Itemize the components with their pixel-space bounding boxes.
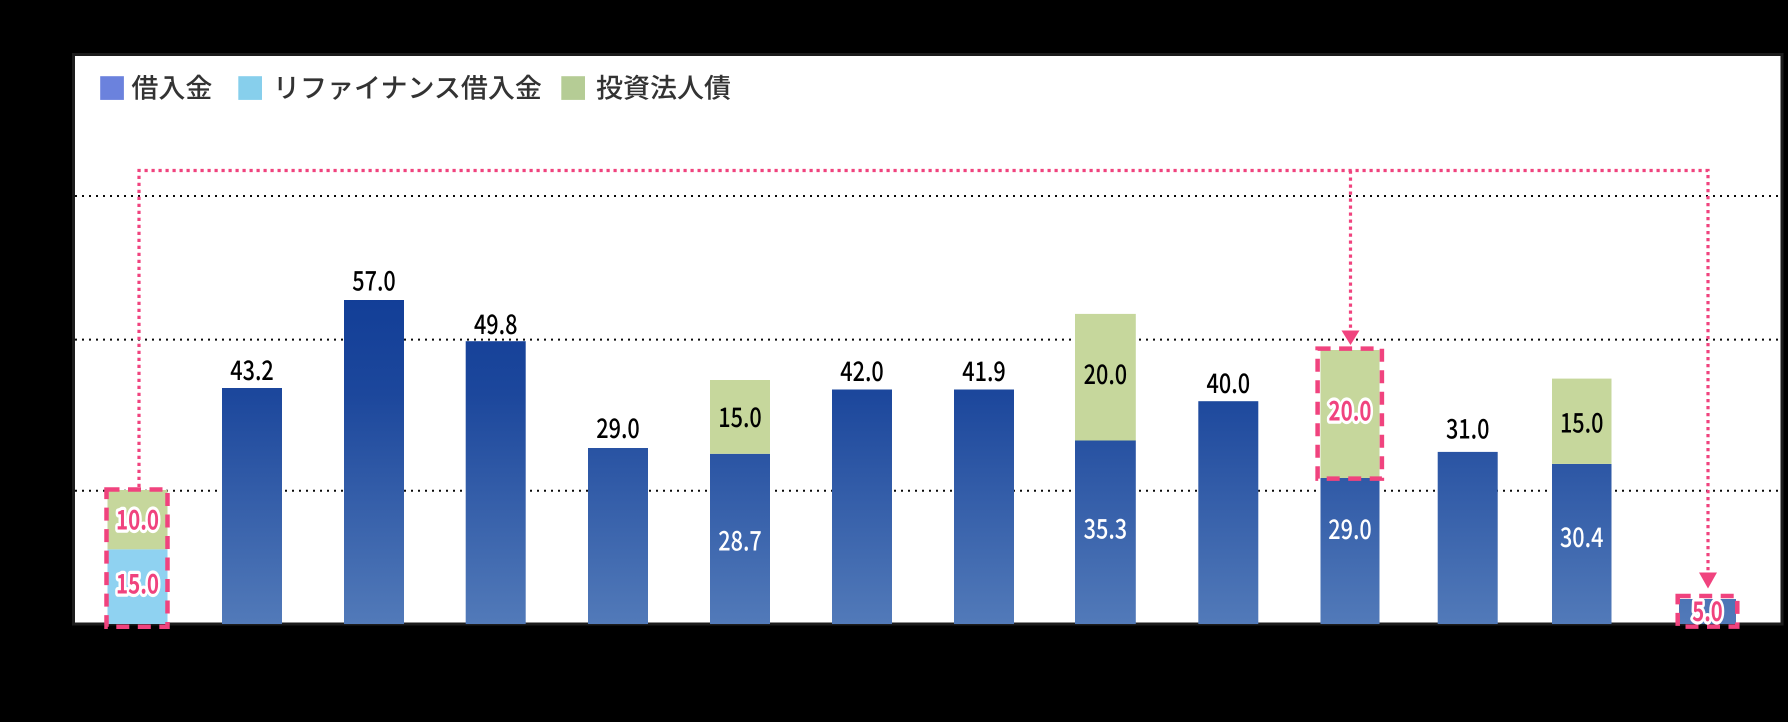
svg-text:15.0: 15.0: [718, 396, 762, 435]
svg-text:31.0: 31.0: [1446, 408, 1490, 447]
svg-text:リファイナンス借入金: リファイナンス借入金: [273, 67, 542, 106]
svg-text:30.4: 30.4: [1560, 516, 1604, 555]
svg-text:57.0: 57.0: [352, 259, 396, 298]
svg-text:40.0: 40.0: [1207, 362, 1251, 401]
svg-text:28.7: 28.7: [718, 520, 762, 559]
svg-text:20.0: 20.0: [1329, 390, 1372, 429]
svg-text:35.3: 35.3: [1084, 508, 1128, 547]
svg-text:10.0: 10.0: [116, 499, 159, 538]
svg-text:投資法人債: 投資法人債: [596, 67, 731, 106]
svg-text:41.9: 41.9: [962, 350, 1006, 389]
svg-text:29.0: 29.0: [596, 407, 640, 446]
svg-text:20.0: 20.0: [1084, 353, 1128, 392]
svg-text:42.0: 42.0: [840, 350, 884, 389]
svg-text:29.0: 29.0: [1328, 508, 1372, 547]
svg-text:43.2: 43.2: [230, 349, 274, 388]
svg-text:15.0: 15.0: [1560, 402, 1604, 441]
svg-text:15.0: 15.0: [116, 563, 159, 602]
svg-text:借入金: 借入金: [131, 67, 212, 106]
svg-text:49.8: 49.8: [474, 303, 518, 342]
svg-text:5.0: 5.0: [1692, 590, 1723, 629]
